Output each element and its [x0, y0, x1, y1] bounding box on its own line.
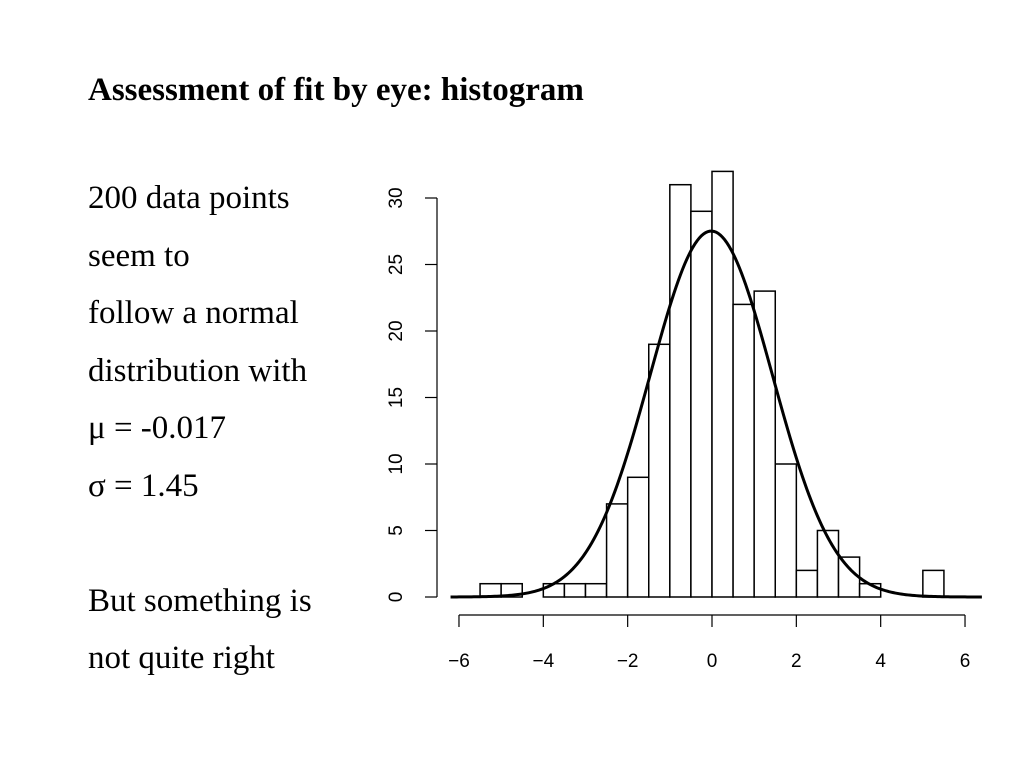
- text-line: But something is: [88, 582, 312, 619]
- normal-density-curve: [450, 229, 982, 599]
- x-tick-label: 2: [791, 651, 802, 672]
- histogram-bar: [753, 290, 777, 598]
- text-line: distribution with: [88, 352, 308, 389]
- histogram-bars: [479, 170, 945, 598]
- histogram-bar: [584, 582, 608, 598]
- x-tick-label: 4: [875, 651, 886, 672]
- x-tick-label: 6: [960, 651, 971, 672]
- histogram-bar: [774, 463, 798, 598]
- text-line: 200 data points: [88, 180, 290, 216]
- text-line: μ = -0.017: [88, 410, 227, 446]
- histogram-bar: [690, 210, 713, 598]
- text-line: seem to: [88, 237, 190, 274]
- x-tick-label: 0: [707, 651, 718, 672]
- y-tick-label: 5: [386, 525, 407, 536]
- body-text: 200 data points seem to follow a normal …: [88, 170, 312, 688]
- text-line: follow a normal: [88, 295, 299, 331]
- histogram-bar: [732, 303, 755, 598]
- text-line: not quite right: [88, 640, 275, 676]
- text-line: σ = 1.45: [88, 467, 199, 504]
- slide-title: Assessment of fit by eye: histogram: [88, 72, 584, 108]
- histogram-bar: [563, 582, 587, 598]
- y-axis: 0 5 10 15 20 25 30: [386, 187, 438, 603]
- y-tick-label: 25: [386, 254, 407, 275]
- x-tick-label: −4: [532, 651, 554, 672]
- y-tick-label: 20: [386, 320, 407, 341]
- histogram-bar: [922, 569, 945, 598]
- histogram-bar: [669, 183, 692, 598]
- x-axis: −6 −4 −2 0 2 4 6: [448, 614, 971, 672]
- y-tick-label: 0: [386, 592, 407, 603]
- y-tick-label: 30: [386, 187, 407, 208]
- x-tick-label: −6: [448, 651, 470, 672]
- histogram-bar: [626, 476, 650, 598]
- y-tick-label: 10: [386, 453, 407, 474]
- histogram-bar: [648, 343, 671, 598]
- histogram-bar: [795, 569, 819, 598]
- histogram-bar: [605, 503, 629, 598]
- y-tick-label: 15: [386, 387, 407, 408]
- x-tick-label: −2: [617, 651, 639, 672]
